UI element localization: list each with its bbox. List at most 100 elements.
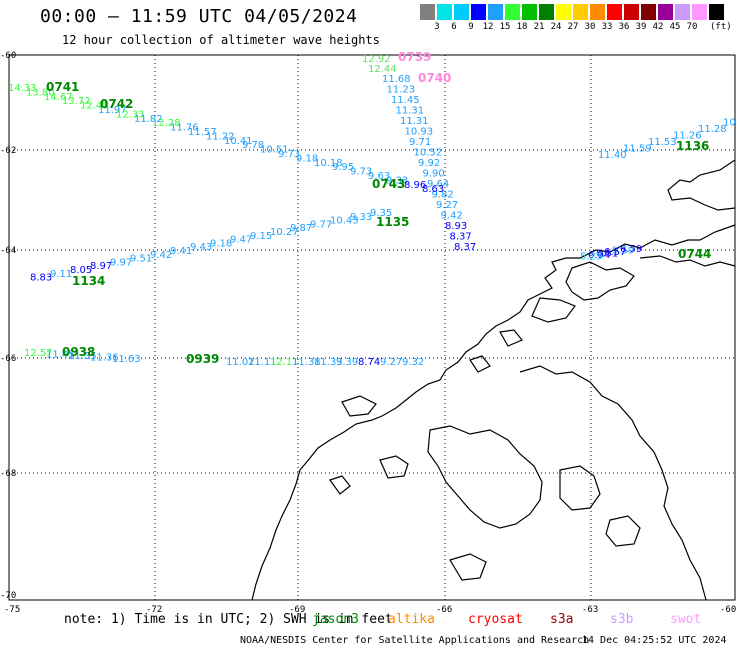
wave-height-value: 12.28 [152, 118, 181, 129]
wave-height-value: 9.42 [441, 211, 463, 222]
wave-height-value: 8.74 [358, 357, 380, 368]
scale-label: 12 [482, 22, 494, 32]
wave-height-value: 11.26 [673, 131, 702, 142]
wave-height-value: 11.35 [68, 351, 97, 362]
scale-swatch [454, 4, 469, 20]
scale-swatch [709, 4, 724, 20]
pass-time-label: 0743 [372, 177, 405, 191]
wave-height-value: 11.28 [698, 124, 727, 135]
scale-label: 42 [652, 22, 664, 32]
wave-height-value: 11.31 [400, 116, 429, 127]
footer-timestamp: 14 Dec 04:25:52 UTC 2024 [582, 635, 727, 646]
wave-height-value: 11.43 [46, 350, 75, 361]
scale-swatch [607, 4, 622, 20]
wave-height-value: 9.51 [130, 254, 152, 265]
wave-height-value: 9.95 [332, 162, 354, 173]
wave-height-value: 9.82 [432, 190, 454, 201]
scale-swatch [539, 4, 554, 20]
wave-height-value: 9.33 [350, 212, 372, 223]
units-note: note: 1) Time is in UTC; 2) SWH is in fe… [64, 612, 393, 627]
scale-swatch [692, 4, 707, 20]
wave-height-value: 11.38 [292, 357, 321, 368]
lon-label: -60 [720, 605, 737, 615]
scale-label: 21 [533, 22, 545, 32]
legend-cryosat: cryosat [468, 612, 523, 627]
legend-jason3: jason3 [312, 612, 359, 627]
wave-height-value: 11.53 [648, 137, 677, 148]
wave-height-value: 8.05 [70, 265, 92, 276]
pass-time-label: 1135 [376, 215, 409, 229]
wave-height-value: 12.57 [24, 348, 53, 359]
pass-time-label: 0740 [418, 71, 451, 85]
pass-time-label: 0742 [100, 97, 133, 111]
wave-height-value: 9.63 [368, 171, 390, 182]
lon-label: -72 [146, 605, 163, 615]
wave-height-value: 11.57 [188, 127, 217, 138]
legend-s3a: s3a [550, 612, 574, 627]
wave-height-value: 9.92 [418, 158, 440, 169]
lat-label: -66 [0, 354, 17, 364]
scale-label: 6 [451, 22, 457, 32]
wave-height-value: 9.11 [50, 269, 72, 280]
wave-height-value: 13.72 [62, 96, 91, 107]
wave-height-value: 12.92 [362, 54, 391, 65]
scale-label: 18 [516, 22, 528, 32]
lat-label: -70 [0, 591, 17, 601]
scale-label: 30 [584, 22, 596, 32]
pass-time-label: 0739 [398, 50, 431, 64]
scale-label: 70 [686, 22, 698, 32]
scale-swatch [624, 4, 639, 20]
scale-label: 36 [618, 22, 630, 32]
wave-height-value: 11.11 [248, 357, 277, 368]
wave-height-value: 9.18 [210, 238, 232, 249]
lat-label: -68 [0, 469, 17, 479]
pass-time-label: 1136 [676, 139, 709, 153]
wave-height-value: 6.59 [620, 244, 642, 255]
wave-height-value: 12.33 [116, 109, 145, 120]
wave-height-value: 12.45 [80, 101, 109, 112]
scale-swatch [675, 4, 690, 20]
lon-label: -75 [4, 605, 21, 615]
pass-time-label: 0741 [46, 80, 79, 94]
wave-height-value: 8.97 [90, 261, 112, 272]
scale-swatch [505, 4, 520, 20]
wave-height-value: 14.33 [8, 83, 37, 94]
wave-height-value: 11.59 [623, 144, 652, 155]
wave-height-value: 8.63 [422, 184, 444, 195]
wave-height-value: 11.45 [391, 95, 420, 106]
scale-label: 39 [635, 22, 647, 32]
wave-height-value: 11.22 [206, 131, 235, 142]
scale-swatch [488, 4, 503, 20]
wave-height-value: 10.43 [330, 216, 359, 227]
scale-swatch [522, 4, 537, 20]
legend-altika: altika [388, 612, 435, 627]
wave-height-value: 11.40 [598, 150, 627, 161]
wave-height-value: 9.35 [370, 208, 392, 219]
scale-unit: (ft) [710, 22, 732, 32]
wave-height-value: 8.96 [404, 180, 426, 191]
scale-swatch [420, 4, 435, 20]
wave-height-value: 9.64 [427, 179, 449, 190]
wave-height-value: 10.27 [270, 227, 299, 238]
wave-height-value: 9.42 [150, 250, 172, 261]
wave-height-value: 9.27 [380, 357, 402, 368]
altimeter-tracks: 12.9212.44073911.6811.2311.4511.3111.311… [8, 50, 736, 368]
wave-height-value: 9.32 [402, 357, 424, 368]
wave-height-value: 12.11 [270, 357, 299, 368]
wave-height-value: 10.18 [314, 158, 343, 169]
wave-height-value: 9.59 [612, 246, 634, 257]
scale-label: 27 [567, 22, 579, 32]
wave-height-value: 6.94 [588, 250, 610, 261]
wave-height-value: 11.33 [314, 357, 343, 368]
wave-height-value: 8.83 [30, 273, 52, 284]
wave-height-value: 6.57 [604, 247, 626, 258]
wave-height-value: 8.37 [454, 242, 476, 253]
scale-label: 33 [601, 22, 613, 32]
wave-height-value: 10 [723, 118, 736, 129]
wave-height-value: 8.37 [450, 232, 472, 243]
wave-height-value: 14.67 [44, 92, 73, 103]
wave-height-value: 11.76 [170, 123, 199, 134]
wave-height-value: 10.93 [405, 127, 434, 138]
wave-height-value: 9.33 [386, 175, 408, 186]
wave-height-value: 9.73 [278, 149, 300, 160]
